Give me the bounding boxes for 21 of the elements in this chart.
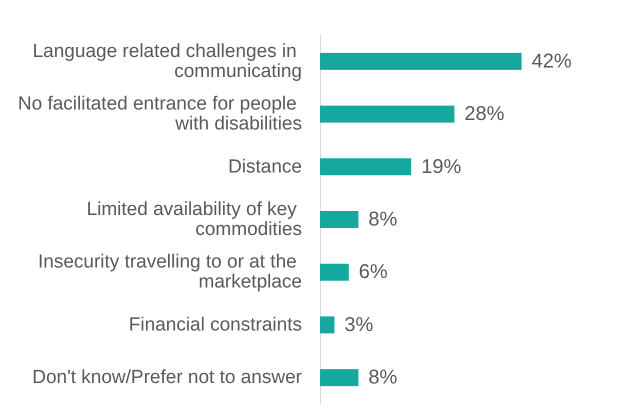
bar [320,316,334,334]
data-label: 42% [532,50,572,72]
bar [320,264,349,281]
y-tick-label: Distance [228,156,302,178]
y-tick-label: Financial constraints [128,314,302,336]
bar [320,369,358,386]
data-label: 28% [464,103,505,126]
data-label: 19% [421,156,462,178]
data-label: 8% [368,208,398,230]
bar [320,106,454,123]
bar [320,52,522,70]
bar [320,158,412,176]
data-label: 3% [344,314,374,336]
bar [320,211,358,228]
data-label: 8% [368,366,398,389]
y-tick-label: No facilitated entrance for people with disabilities [18,94,302,135]
y-tick-label: Don't know/Prefer not to answer [32,367,303,388]
data-label: 6% [358,261,388,284]
y-tick-label: Limited availability of key commodities [86,199,302,240]
y-tick-label: Language related challenges in communicating [32,40,302,82]
y-tick-label: Insecurity travelling to or at the marketplace [38,252,302,293]
